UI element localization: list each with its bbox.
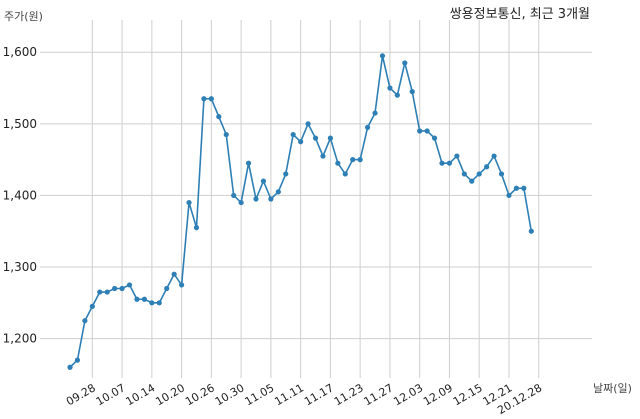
x-tick-label: 10.30: [213, 381, 247, 408]
x-tick-label: 10.07: [94, 381, 128, 408]
data-point: [193, 225, 200, 231]
data-point: [82, 318, 88, 324]
y-tick-label: 1,500: [3, 117, 37, 131]
data-point: [446, 160, 453, 166]
series-line-group: [67, 53, 534, 370]
y-axis-ticks: 1,200 1,300 1,400 1,500 1,600: [3, 45, 37, 345]
data-point: [431, 135, 438, 141]
y-tick-label: 1,400: [3, 188, 37, 202]
x-tick-label: 11.27: [362, 381, 396, 408]
y-tick-label: 1,600: [3, 45, 37, 59]
data-point: [201, 96, 207, 102]
data-point: [312, 135, 319, 141]
data-point: [409, 89, 415, 95]
data-point: [439, 160, 445, 166]
data-point: [454, 153, 460, 159]
data-point: [231, 192, 237, 199]
data-point: [387, 85, 393, 91]
data-point: [327, 135, 333, 141]
data-point: [402, 60, 408, 66]
data-point: [149, 300, 155, 306]
data-point: [141, 296, 147, 302]
data-point: [484, 164, 490, 170]
x-tick-label: 12.03: [391, 381, 425, 408]
y-tick-label: 1,200: [3, 332, 37, 346]
x-tick-label: 11.05: [243, 381, 277, 408]
x-tick-label: 11.11: [272, 381, 306, 408]
data-point: [342, 171, 348, 177]
data-point: [379, 53, 386, 59]
data-point: [171, 271, 177, 277]
data-point: [104, 289, 110, 295]
data-point: [179, 282, 185, 288]
x-tick-label: 12.15: [451, 381, 485, 408]
data-point: [469, 178, 475, 184]
data-point: [216, 114, 222, 120]
data-point: [335, 160, 341, 166]
data-point: [298, 139, 304, 145]
data-point: [417, 128, 423, 134]
data-point: [245, 160, 252, 166]
data-point: [305, 121, 311, 127]
data-point: [260, 178, 267, 184]
chart-title: 쌍용정보통신, 최근 3개월: [450, 7, 590, 22]
data-point: [528, 228, 534, 234]
data-point: [521, 185, 527, 191]
data-point: [320, 153, 326, 159]
data-point: [208, 96, 214, 102]
grid-lines: [40, 20, 592, 378]
y-tick-label: 1,300: [3, 260, 37, 274]
data-point: [394, 92, 400, 98]
data-point: [126, 282, 133, 288]
data-point: [74, 357, 81, 363]
x-tick-label: 10.26: [183, 381, 217, 408]
data-point: [238, 199, 244, 206]
data-point: [290, 131, 296, 138]
data-point: [89, 303, 95, 309]
data-point: [223, 131, 229, 138]
y-axis-label: 주가(원): [4, 10, 43, 23]
data-point: [350, 157, 356, 163]
data-point: [119, 285, 125, 292]
x-tick-label: 10.20: [153, 381, 187, 408]
data-point: [164, 285, 170, 292]
x-tick-label: 10.14: [124, 381, 158, 408]
data-point: [134, 296, 140, 302]
x-tick-label: 09.28: [64, 381, 98, 408]
data-point: [491, 153, 497, 159]
data-point: [283, 171, 289, 177]
data-point: [372, 110, 378, 116]
data-point: [275, 189, 281, 195]
data-point: [365, 124, 371, 130]
data-point: [97, 289, 103, 295]
x-axis-ticks: 09.2810.0710.1410.2010.2610.3011.0511.11…: [64, 381, 544, 417]
data-point: [156, 300, 162, 306]
x-tick-label: 12.09: [421, 381, 455, 408]
data-point: [357, 157, 363, 163]
data-point: [268, 196, 274, 202]
data-point: [67, 364, 73, 370]
data-point: [476, 171, 482, 177]
x-tick-label: 11.23: [332, 381, 366, 408]
data-point: [461, 171, 467, 177]
x-tick-label: 11.17: [302, 381, 336, 408]
data-point: [253, 196, 259, 202]
data-point: [498, 171, 505, 177]
x-axis-label: 날짜(일): [593, 381, 632, 395]
data-point: [112, 285, 118, 292]
data-point: [186, 199, 192, 206]
data-point: [424, 128, 430, 134]
data-point: [506, 192, 512, 199]
data-point: [513, 185, 520, 191]
